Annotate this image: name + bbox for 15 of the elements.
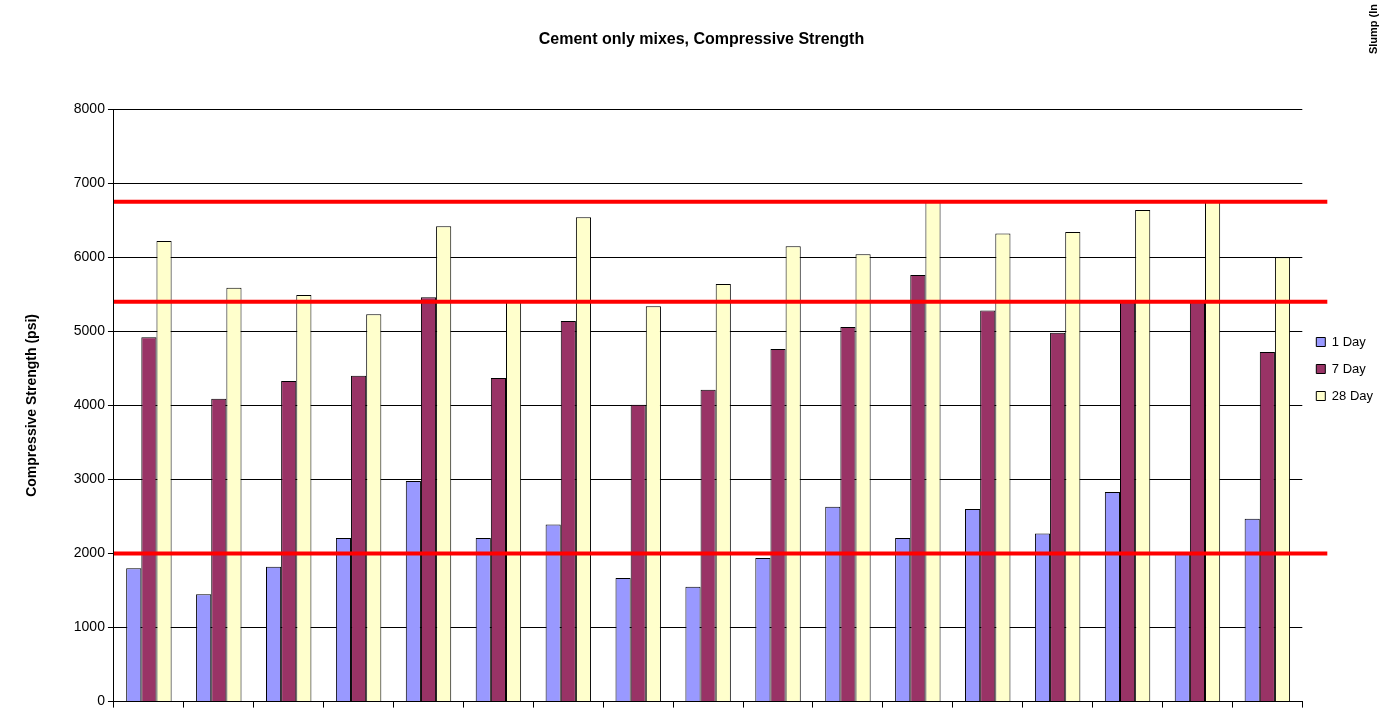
y-axis-title: Compressive Strength (psi) — [23, 313, 40, 497]
y-tick-label: 2000 — [73, 544, 106, 561]
y-tick-label: 8000 — [73, 100, 106, 117]
y-tick-label: 0 — [97, 692, 106, 709]
y-tick-label: 1000 — [73, 618, 106, 635]
text: Slump (In — [1367, 4, 1379, 55]
legend-label: 7 Day — [1331, 360, 1367, 376]
legend-label: 28 Day — [1331, 387, 1374, 403]
legend-label: 1 Day — [1331, 333, 1367, 349]
y-tick-label: 4000 — [73, 396, 106, 413]
y-tick-label: 6000 — [73, 248, 106, 265]
chart-title: Cement only mixes, Compressive Strength — [538, 30, 865, 48]
y-tick-label: 3000 — [73, 470, 106, 487]
y-tick-label: 7000 — [73, 174, 106, 191]
y-tick-label: 5000 — [73, 322, 106, 339]
